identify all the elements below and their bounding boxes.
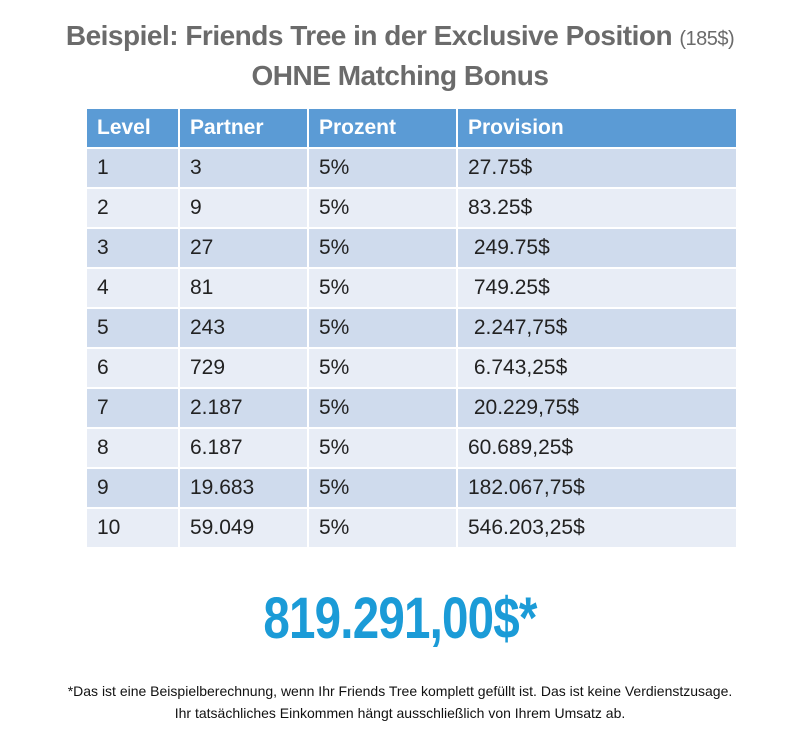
table-row: 3 27 5% 249.75$ <box>85 227 738 269</box>
cell-prozent: 5% <box>307 427 458 469</box>
cell-provision: 27.75$ <box>456 147 738 189</box>
title-line-2: OHNE Matching Bonus <box>251 60 549 91</box>
table-header-row: Level Partner Prozent Provision <box>85 107 738 149</box>
table-row: 6 729 5% 6.743,25$ <box>85 347 738 389</box>
header-level: Level <box>85 107 180 149</box>
cell-level: 6 <box>85 347 180 389</box>
cell-provision: 6.743,25$ <box>456 347 738 389</box>
cell-level: 1 <box>85 147 180 189</box>
cell-provision: 20.229,75$ <box>456 387 738 429</box>
cell-partner: 81 <box>178 267 309 309</box>
title-price: (185$) <box>679 28 735 50</box>
cell-partner: 27 <box>178 227 309 269</box>
table-row: 2 9 5% 83.25$ <box>85 187 738 229</box>
header-partner: Partner <box>178 107 309 149</box>
title-line-1: Beispiel: Friends Tree in der Exclusive … <box>0 20 800 52</box>
cell-level: 3 <box>85 227 180 269</box>
cell-provision: 60.689,25$ <box>456 427 738 469</box>
cell-partner: 729 <box>178 347 309 389</box>
header-prozent: Prozent <box>307 107 458 149</box>
cell-level: 8 <box>85 427 180 469</box>
table-row: 1 3 5% 27.75$ <box>85 147 738 189</box>
footnote-line-1: *Das ist eine Beispielberechnung, wenn I… <box>67 683 733 699</box>
cell-level: 10 <box>85 507 180 549</box>
cell-prozent: 5% <box>307 307 458 349</box>
total-amount: 819.291,00$* <box>263 586 537 651</box>
header-provision: Provision <box>456 107 738 149</box>
cell-partner: 3 <box>178 147 309 189</box>
cell-partner: 59.049 <box>178 507 309 549</box>
cell-provision: 546.203,25$ <box>456 507 738 549</box>
cell-level: 9 <box>85 467 180 509</box>
cell-partner: 9 <box>178 187 309 229</box>
table-row: 8 6.187 5% 60.689,25$ <box>85 427 738 469</box>
cell-prozent: 5% <box>307 147 458 189</box>
table-row: 7 2.187 5% 20.229,75$ <box>85 387 738 429</box>
cell-partner: 243 <box>178 307 309 349</box>
cell-prozent: 5% <box>307 467 458 509</box>
cell-provision: 182.067,75$ <box>456 467 738 509</box>
cell-prozent: 5% <box>307 507 458 549</box>
footnote: *Das ist eine Beispielberechnung, wenn I… <box>0 680 800 724</box>
cell-partner: 2.187 <box>178 387 309 429</box>
title-text: Beispiel: Friends Tree in der Exclusive … <box>65 20 673 51</box>
table-row: 5 243 5% 2.247,75$ <box>85 307 738 349</box>
cell-provision: 749.25$ <box>456 267 738 309</box>
cell-level: 4 <box>85 267 180 309</box>
cell-provision: 2.247,75$ <box>456 307 738 349</box>
cell-prozent: 5% <box>307 227 458 269</box>
cell-prozent: 5% <box>307 347 458 389</box>
cell-partner: 6.187 <box>178 427 309 469</box>
table-row: 4 81 5% 749.25$ <box>85 267 738 309</box>
cell-prozent: 5% <box>307 187 458 229</box>
footnote-line-2: Ihr tatsächliches Einkommen hängt aussch… <box>174 705 626 721</box>
cell-prozent: 5% <box>307 387 458 429</box>
table-row: 9 19.683 5% 182.067,75$ <box>85 467 738 509</box>
cell-provision: 83.25$ <box>456 187 738 229</box>
cell-level: 2 <box>85 187 180 229</box>
commission-table: Level Partner Prozent Provision 1 3 5% 27.7… <box>85 107 738 549</box>
table-row: 10 59.049 5% 546.203,25$ <box>85 507 738 549</box>
cell-level: 5 <box>85 307 180 349</box>
cell-partner: 19.683 <box>178 467 309 509</box>
cell-prozent: 5% <box>307 267 458 309</box>
cell-provision: 249.75$ <box>456 227 738 269</box>
cell-level: 7 <box>85 387 180 429</box>
